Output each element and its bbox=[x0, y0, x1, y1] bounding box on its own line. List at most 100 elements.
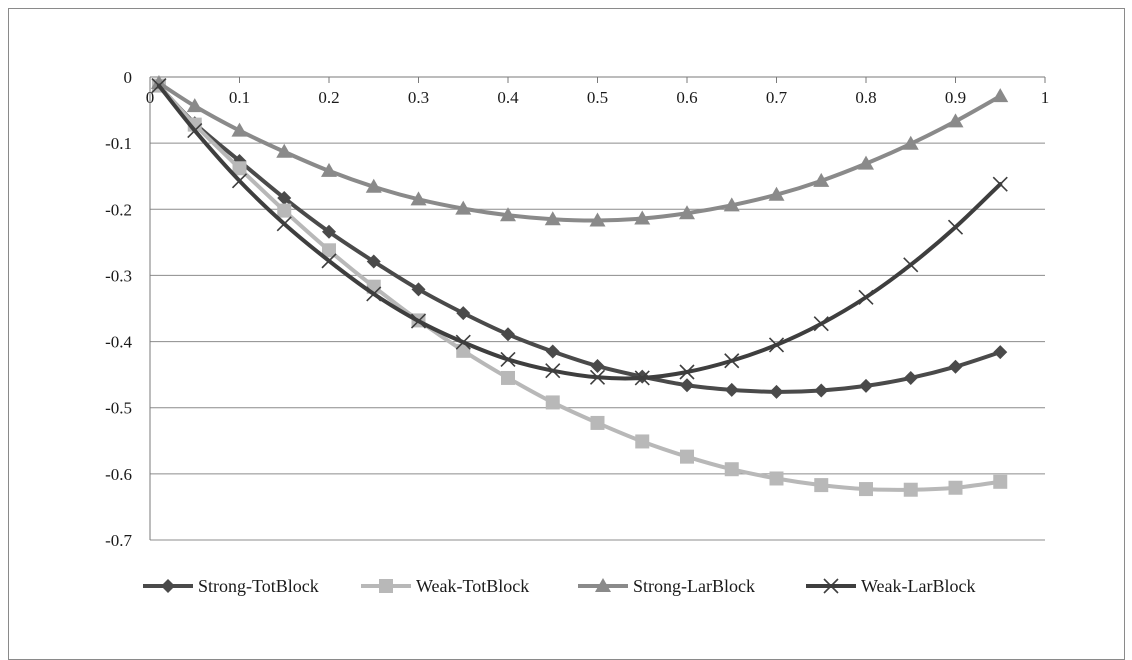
data-point-weak-larblock bbox=[410, 313, 427, 329]
data-point-weak-larblock bbox=[321, 253, 337, 269]
data-point-strong-larblock bbox=[723, 197, 740, 212]
x-marker-stroke bbox=[992, 176, 1008, 192]
data-point-weak-totblock bbox=[635, 434, 650, 449]
x-marker-stroke bbox=[679, 364, 695, 380]
x-marker-stroke bbox=[724, 353, 740, 369]
data-point-strong-larblock bbox=[768, 186, 785, 201]
data-point-weak-totblock bbox=[814, 478, 829, 493]
data-point-strong-larblock bbox=[276, 143, 293, 158]
series-strong-totblock bbox=[151, 78, 1008, 399]
data-point-strong-larblock bbox=[410, 191, 427, 206]
data-point-weak-totblock bbox=[590, 415, 605, 430]
legend-item-weak-totblock: Weak-TotBlock bbox=[361, 576, 529, 596]
x-tick-label: 0.7 bbox=[766, 88, 788, 107]
data-point-strong-totblock bbox=[366, 254, 381, 269]
x-marker-stroke bbox=[410, 313, 427, 329]
data-point-strong-totblock bbox=[859, 378, 873, 393]
x-tick-label: 0.3 bbox=[408, 88, 429, 107]
series-group bbox=[150, 74, 1009, 497]
data-point-strong-larblock bbox=[858, 155, 874, 170]
data-point-strong-larblock bbox=[231, 122, 248, 137]
x-marker-stroke bbox=[903, 257, 919, 273]
y-tick-label: -0.6 bbox=[105, 465, 132, 484]
data-point-strong-larblock bbox=[947, 113, 964, 128]
data-point-strong-totblock bbox=[411, 282, 426, 297]
data-point-strong-totblock bbox=[545, 344, 560, 359]
data-point-weak-totblock bbox=[232, 161, 247, 176]
y-tick-label: -0.5 bbox=[105, 399, 132, 418]
x-marker-stroke bbox=[768, 337, 785, 353]
series-line-strong-totblock bbox=[156, 83, 1003, 394]
legend-label: Strong-TotBlock bbox=[198, 576, 319, 596]
data-point-strong-larblock bbox=[150, 74, 167, 89]
x-tick-label: 0.8 bbox=[855, 88, 876, 107]
data-point-strong-larblock bbox=[992, 88, 1009, 103]
x-marker-stroke bbox=[151, 78, 167, 94]
data-point-strong-totblock bbox=[501, 327, 515, 342]
data-point-strong-totblock bbox=[590, 359, 605, 374]
data-point-strong-totblock bbox=[456, 306, 471, 321]
data-point-strong-totblock bbox=[948, 359, 963, 374]
data-point-weak-totblock bbox=[948, 480, 963, 495]
data-point-weak-totblock bbox=[769, 471, 784, 486]
data-point-strong-larblock bbox=[455, 200, 472, 215]
data-point-weak-larblock bbox=[151, 78, 167, 94]
data-point-strong-totblock bbox=[277, 191, 292, 206]
y-tick-label: -0.3 bbox=[105, 266, 132, 285]
data-point-strong-larblock bbox=[365, 178, 382, 193]
x-tick-labels: 0 0.1 0.2 0.3 0.4 0.5 0.6 0.7 0.8 0.9 1 bbox=[146, 88, 1050, 107]
data-point-strong-larblock bbox=[544, 211, 561, 226]
axes bbox=[149, 76, 1046, 540]
data-point-weak-larblock bbox=[500, 351, 516, 367]
data-point-weak-totblock bbox=[322, 243, 336, 258]
series-weak-larblock bbox=[151, 78, 1008, 386]
legend-marker bbox=[161, 579, 175, 593]
x-tick-label: 0.9 bbox=[945, 88, 966, 107]
legend-marker bbox=[379, 579, 393, 593]
data-point-strong-larblock bbox=[634, 210, 651, 225]
x-marker-stroke bbox=[455, 334, 471, 350]
x-marker-stroke bbox=[321, 253, 337, 269]
data-point-weak-totblock bbox=[993, 474, 1008, 489]
data-point-weak-larblock bbox=[634, 370, 650, 386]
data-point-weak-totblock bbox=[859, 482, 873, 497]
data-point-strong-larblock bbox=[813, 172, 830, 187]
legend-item-strong-larblock: Strong-LarBlock bbox=[578, 576, 755, 596]
data-point-weak-larblock bbox=[366, 286, 382, 302]
x-tick-label: 0 bbox=[146, 88, 155, 107]
x-tick-label: 1 bbox=[1041, 88, 1050, 107]
data-point-weak-larblock bbox=[276, 216, 292, 232]
data-point-weak-larblock bbox=[187, 123, 203, 139]
legend: Strong-TotBlock Weak-TotBlock Strong-LarBl… bbox=[143, 576, 976, 596]
y-tick-label: -0.2 bbox=[105, 200, 132, 219]
data-point-weak-larblock bbox=[679, 364, 695, 380]
y-tick-label: -0.4 bbox=[105, 333, 132, 352]
x-marker-stroke bbox=[858, 289, 874, 305]
x-tick-label: 0.2 bbox=[318, 88, 339, 107]
x-marker-stroke bbox=[545, 363, 561, 379]
data-point-strong-larblock bbox=[321, 162, 337, 177]
x-marker-stroke bbox=[500, 351, 516, 367]
data-point-weak-larblock bbox=[724, 353, 740, 369]
x-marker-stroke bbox=[813, 316, 829, 332]
data-point-strong-totblock bbox=[993, 345, 1008, 360]
x-marker-stroke bbox=[634, 370, 650, 386]
data-point-weak-larblock bbox=[231, 173, 248, 189]
data-point-strong-totblock bbox=[322, 224, 336, 239]
data-point-strong-larblock bbox=[902, 135, 919, 150]
x-marker-stroke bbox=[187, 123, 203, 139]
data-point-weak-totblock bbox=[456, 343, 471, 358]
x-marker-stroke bbox=[823, 578, 839, 594]
data-point-weak-totblock bbox=[501, 370, 515, 385]
data-point-weak-larblock bbox=[768, 337, 785, 353]
legend-label: Strong-LarBlock bbox=[633, 576, 755, 596]
data-point-strong-larblock bbox=[186, 98, 203, 113]
series-line-weak-larblock bbox=[156, 83, 1003, 381]
data-point-strong-larblock bbox=[500, 207, 516, 222]
data-point-strong-totblock bbox=[814, 383, 829, 398]
x-marker-stroke bbox=[589, 369, 606, 385]
legend-item-weak-larblock: Weak-LarBlock bbox=[806, 576, 976, 596]
x-marker-stroke bbox=[231, 173, 248, 189]
data-point-strong-totblock bbox=[680, 378, 694, 393]
